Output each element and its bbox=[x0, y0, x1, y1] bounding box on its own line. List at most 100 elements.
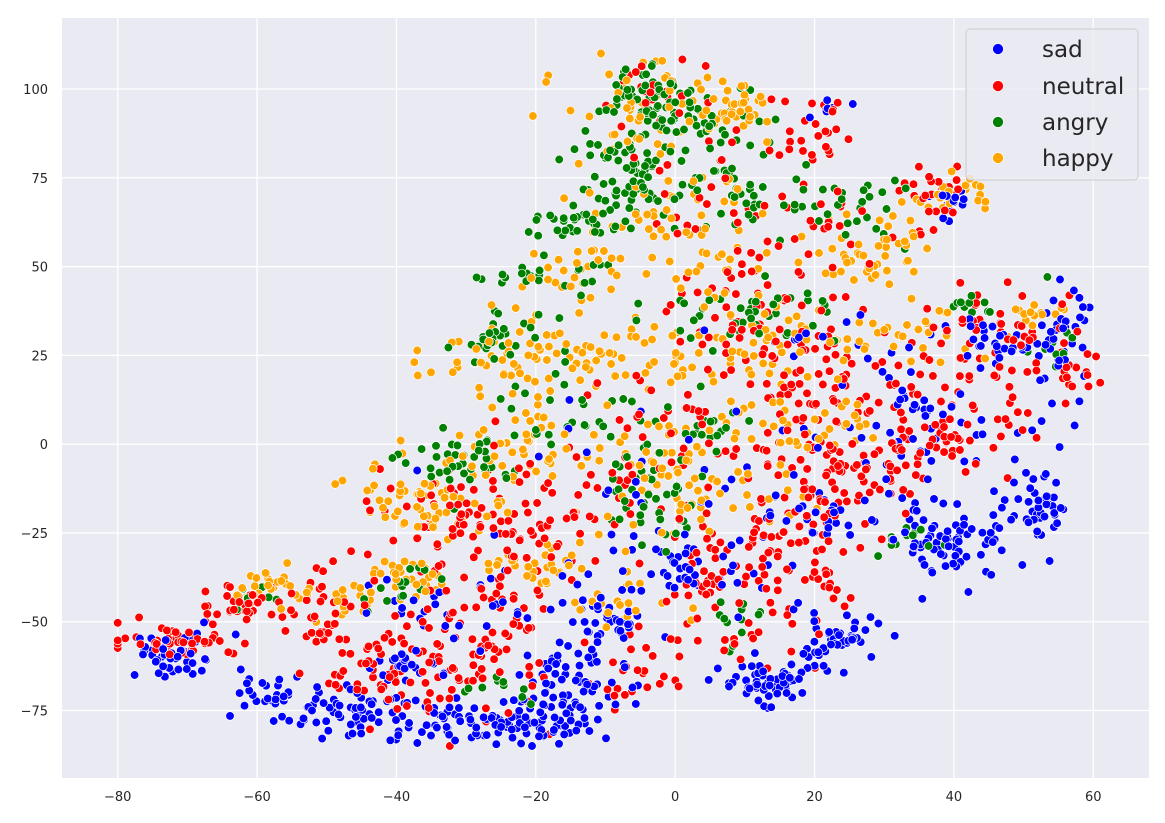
point-neutral bbox=[861, 464, 871, 475]
point-sad bbox=[1037, 320, 1047, 330]
point-sad bbox=[873, 618, 884, 629]
point-happy bbox=[842, 257, 852, 268]
point-sad bbox=[662, 571, 673, 581]
point-neutral bbox=[502, 545, 512, 555]
point-happy bbox=[735, 106, 745, 117]
point-happy bbox=[523, 350, 533, 360]
point-neutral bbox=[821, 354, 831, 364]
point-happy bbox=[276, 604, 286, 614]
point-sad bbox=[527, 741, 537, 751]
point-sad bbox=[927, 567, 937, 578]
point-happy bbox=[529, 249, 539, 259]
point-sad bbox=[986, 570, 996, 580]
point-sad bbox=[564, 395, 575, 405]
point-sad bbox=[509, 695, 519, 705]
point-happy bbox=[622, 75, 632, 85]
point-happy bbox=[411, 579, 422, 590]
point-neutral bbox=[697, 419, 707, 430]
point-sad bbox=[465, 714, 476, 725]
point-neutral bbox=[337, 648, 347, 658]
point-neutral bbox=[200, 586, 211, 597]
point-happy bbox=[769, 421, 779, 431]
point-happy bbox=[777, 347, 787, 357]
point-neutral bbox=[780, 96, 790, 107]
point-angry bbox=[431, 452, 442, 462]
point-sad bbox=[534, 451, 544, 462]
point-sad bbox=[927, 523, 937, 534]
point-sad bbox=[440, 621, 450, 631]
point-neutral bbox=[361, 496, 372, 506]
point-sad bbox=[794, 503, 804, 514]
point-sad bbox=[412, 465, 422, 476]
point-sad bbox=[897, 493, 907, 503]
point-neutral bbox=[831, 416, 841, 426]
point-sad bbox=[557, 700, 567, 710]
point-neutral bbox=[234, 597, 244, 607]
point-happy bbox=[838, 355, 849, 366]
point-sad bbox=[867, 515, 877, 525]
point-neutral bbox=[945, 414, 955, 424]
point-sad bbox=[908, 541, 919, 552]
point-neutral bbox=[971, 459, 981, 469]
point-neutral bbox=[373, 643, 383, 654]
point-sad bbox=[961, 552, 972, 562]
point-neutral bbox=[968, 400, 978, 411]
point-neutral bbox=[830, 350, 841, 360]
point-neutral bbox=[762, 280, 773, 290]
point-sad bbox=[690, 570, 700, 580]
point-neutral bbox=[590, 556, 600, 566]
point-neutral bbox=[503, 516, 514, 526]
point-happy bbox=[654, 421, 664, 432]
point-sad bbox=[997, 545, 1007, 555]
point-happy bbox=[412, 345, 422, 356]
point-sad bbox=[818, 661, 829, 671]
point-angry bbox=[534, 265, 545, 276]
point-happy bbox=[743, 469, 753, 479]
point-neutral bbox=[561, 513, 572, 524]
point-sad bbox=[950, 192, 960, 203]
point-neutral bbox=[622, 423, 633, 433]
point-happy bbox=[672, 371, 683, 381]
point-angry bbox=[640, 80, 650, 91]
point-neutral bbox=[930, 420, 940, 430]
point-sad bbox=[279, 691, 289, 702]
point-angry bbox=[653, 101, 663, 111]
point-sad bbox=[540, 688, 550, 698]
point-happy bbox=[641, 269, 652, 279]
point-happy bbox=[758, 418, 768, 429]
point-happy bbox=[559, 429, 570, 439]
point-sad bbox=[449, 633, 459, 644]
point-sad bbox=[200, 654, 210, 664]
point-angry bbox=[890, 175, 900, 186]
point-sad bbox=[1074, 293, 1085, 303]
point-neutral bbox=[425, 688, 435, 698]
point-happy bbox=[739, 90, 750, 100]
point-angry bbox=[716, 137, 726, 148]
point-neutral bbox=[912, 459, 923, 469]
point-sad bbox=[909, 400, 920, 410]
point-angry bbox=[465, 474, 475, 485]
point-neutral bbox=[655, 679, 665, 689]
point-neutral bbox=[702, 578, 712, 589]
point-sad bbox=[158, 644, 168, 654]
point-sad bbox=[522, 650, 533, 661]
point-sad bbox=[393, 730, 403, 740]
point-neutral bbox=[646, 385, 656, 395]
point-neutral bbox=[648, 651, 658, 661]
point-happy bbox=[824, 424, 835, 434]
point-neutral bbox=[841, 292, 851, 302]
point-happy bbox=[814, 434, 824, 444]
point-neutral bbox=[525, 459, 535, 469]
point-neutral bbox=[1000, 414, 1011, 424]
point-sad bbox=[684, 564, 695, 575]
point-happy bbox=[694, 348, 704, 358]
point-neutral bbox=[1095, 378, 1105, 388]
point-neutral bbox=[790, 234, 800, 244]
point-neutral bbox=[441, 586, 451, 596]
point-neutral bbox=[500, 628, 510, 639]
point-neutral bbox=[376, 684, 386, 694]
legend-label-sad: sad bbox=[1042, 37, 1083, 63]
point-sad bbox=[568, 617, 578, 627]
point-happy bbox=[902, 320, 912, 330]
x-tick-label: 20 bbox=[806, 790, 823, 805]
